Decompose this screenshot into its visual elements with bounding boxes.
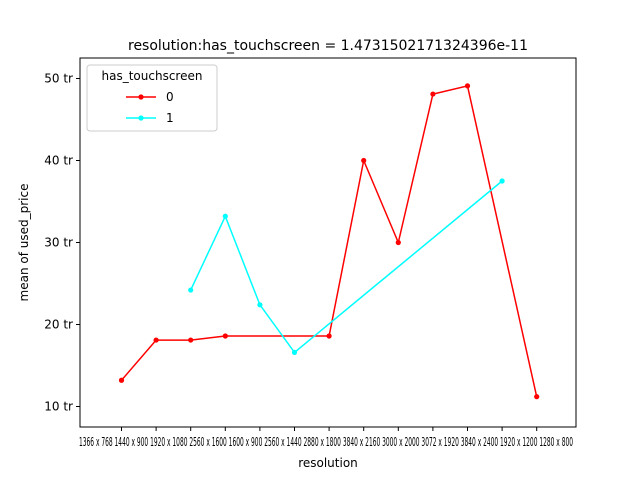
y-axis: 10 tr 20 tr 30 tr 40 tr 50 tr (44, 72, 80, 414)
y-tick-label: 50 tr (44, 72, 73, 86)
legend-title: has_touchscreen (102, 69, 203, 83)
data-point (326, 333, 332, 339)
data-point (534, 394, 540, 400)
legend: has_touchscreen 0 1 (86, 64, 218, 132)
data-point (188, 337, 194, 343)
legend-label: 1 (166, 111, 174, 125)
legend-swatch-marker (138, 94, 144, 100)
y-tick-label: 40 tr (44, 154, 73, 168)
series-layer (118, 83, 540, 400)
data-point (222, 333, 228, 339)
data-point (153, 337, 159, 343)
legend-swatch-marker (138, 115, 144, 121)
data-point (395, 239, 401, 246)
series-line-0 (120, 84, 538, 397)
data-point (464, 83, 471, 89)
x-axis-label: resolution (298, 456, 358, 470)
legend-box (86, 64, 218, 132)
x-tick-labels: 1366 x 768 1440 x 900 1920 x 1080 2560 x… (79, 435, 573, 449)
chart-title: resolution:has_touchscreen = 1.473150217… (128, 38, 528, 54)
legend-label: 0 (166, 90, 174, 104)
data-point (222, 213, 228, 219)
data-point (118, 377, 125, 383)
data-point (361, 157, 367, 164)
data-point (430, 91, 436, 97)
y-axis-label: mean of used_price (17, 184, 31, 302)
x-axis (121, 427, 538, 431)
data-point (499, 178, 505, 184)
data-point (291, 349, 298, 355)
data-point (188, 287, 194, 293)
data-point (257, 302, 263, 308)
y-tick-label: 10 tr (44, 400, 73, 414)
y-tick-label: 20 tr (44, 318, 73, 332)
y-tick-label: 30 tr (44, 236, 73, 250)
